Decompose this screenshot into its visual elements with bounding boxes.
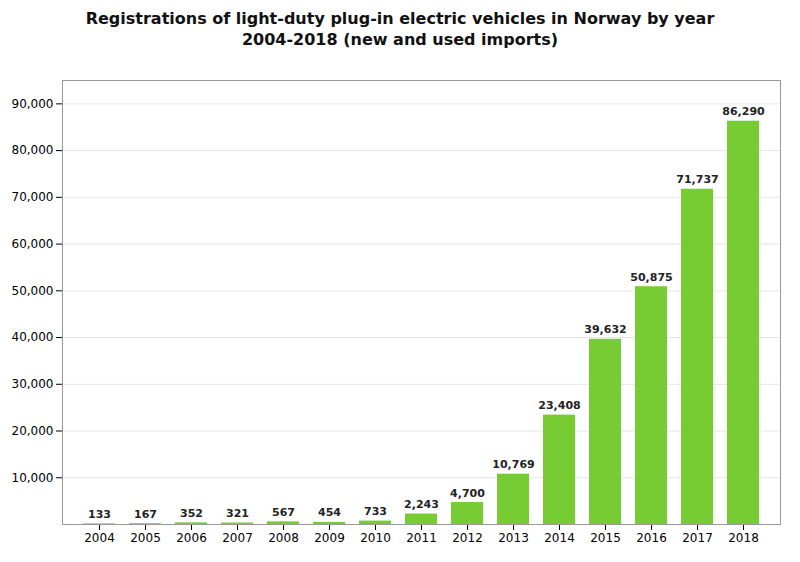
svg-text:2008: 2008 [268, 531, 299, 545]
svg-text:2004: 2004 [84, 531, 115, 545]
svg-text:30,000: 30,000 [12, 377, 54, 391]
svg-text:39,632: 39,632 [584, 323, 626, 336]
svg-text:50,875: 50,875 [630, 271, 672, 284]
svg-text:2005: 2005 [130, 531, 161, 545]
svg-text:40,000: 40,000 [12, 330, 54, 344]
svg-text:10,769: 10,769 [492, 458, 534, 471]
svg-text:23,408: 23,408 [538, 399, 580, 412]
svg-text:50,000: 50,000 [12, 284, 54, 298]
svg-text:2009: 2009 [314, 531, 345, 545]
svg-text:352: 352 [180, 507, 203, 520]
svg-text:90,000: 90,000 [12, 97, 54, 111]
html-text:Registrations of light-duty pl: Registrations of light-duty plug-in elec… [85, 9, 715, 28]
svg-text:60,000: 60,000 [12, 237, 54, 251]
svg-text:71,737: 71,737 [676, 173, 718, 186]
svg-text:2011: 2011 [406, 531, 437, 545]
svg-text:2007: 2007 [222, 531, 253, 545]
svg-text:567: 567 [272, 506, 295, 519]
svg-text:733: 733 [364, 505, 387, 518]
svg-text:2006: 2006 [176, 531, 207, 545]
svg-text:167: 167 [134, 508, 157, 521]
svg-text:2016: 2016 [636, 531, 667, 545]
svg-text:10,000: 10,000 [12, 471, 54, 485]
svg-text:133: 133 [88, 508, 111, 521]
svg-text:2015: 2015 [590, 531, 621, 545]
svg-text:4,700: 4,700 [450, 487, 485, 500]
svg-text:2,243: 2,243 [404, 498, 439, 511]
svg-text:70,000: 70,000 [12, 190, 54, 204]
svg-text:454: 454 [318, 506, 341, 519]
svg-text:80,000: 80,000 [12, 143, 54, 157]
svg-text:321: 321 [226, 507, 249, 520]
svg-text:2012: 2012 [452, 531, 483, 545]
svg-text:2010: 2010 [360, 531, 391, 545]
svg-text:20,000: 20,000 [12, 424, 54, 438]
svg-text:2014: 2014 [544, 531, 575, 545]
html-text:2004-2018 (new and used import: 2004-2018 (new and used imports) [241, 30, 559, 49]
svg-text:2013: 2013 [498, 531, 529, 545]
svg-text:2018: 2018 [728, 531, 759, 545]
svg-text:2017: 2017 [682, 531, 713, 545]
svg-text:86,290: 86,290 [722, 105, 765, 118]
